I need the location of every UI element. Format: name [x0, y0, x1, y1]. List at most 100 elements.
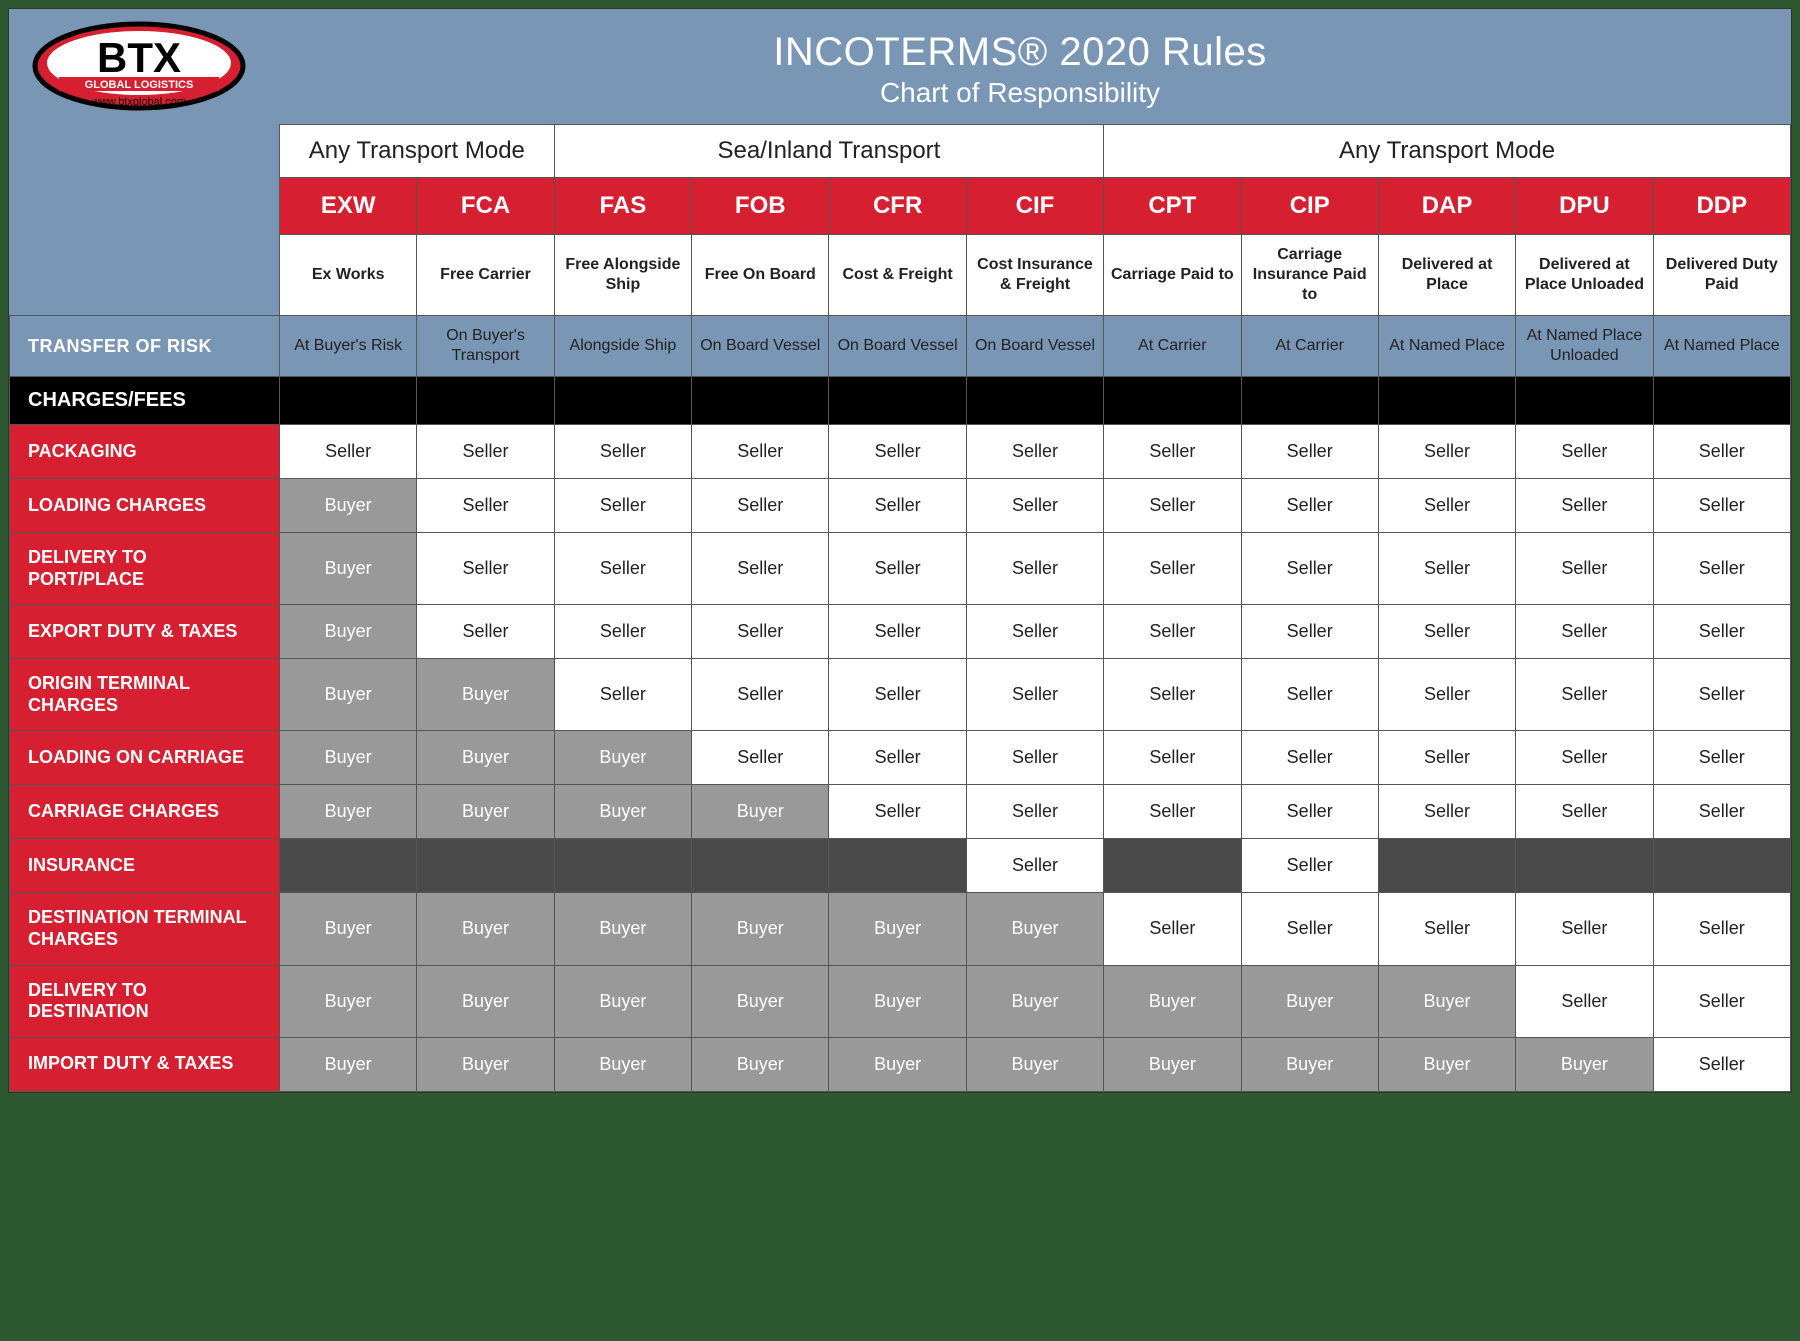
responsibility-cell: Buyer — [1104, 965, 1241, 1037]
risk-cell: At Carrier — [1241, 316, 1378, 377]
term-code: CIP — [1241, 178, 1378, 235]
responsibility-cell: Seller — [966, 659, 1103, 731]
corner-cell — [10, 125, 280, 316]
responsibility-cell: Buyer — [692, 965, 829, 1037]
charge-row-label: PACKAGING — [10, 425, 280, 479]
responsibility-cell: Seller — [280, 425, 417, 479]
responsibility-cell: Buyer — [280, 1037, 417, 1091]
responsibility-cell: Buyer — [280, 965, 417, 1037]
responsibility-cell: Buyer — [280, 659, 417, 731]
responsibility-cell: Buyer — [417, 965, 554, 1037]
responsibility-cell: Seller — [966, 731, 1103, 785]
responsibility-cell: Seller — [1241, 785, 1378, 839]
responsibility-cell: Seller — [1653, 533, 1790, 605]
term-description: Cost & Freight — [829, 235, 966, 316]
responsibility-cell: Buyer — [966, 965, 1103, 1037]
responsibility-cell: Buyer — [1378, 965, 1515, 1037]
responsibility-cell: Seller — [1378, 605, 1515, 659]
charge-row-label: LOADING CHARGES — [10, 479, 280, 533]
responsibility-cell: Buyer — [1104, 1037, 1241, 1091]
responsibility-cell: Seller — [1104, 605, 1241, 659]
responsibility-cell: Seller — [829, 605, 966, 659]
responsibility-cell: Seller — [829, 533, 966, 605]
risk-cell: At Buyer's Risk — [280, 316, 417, 377]
responsibility-cell: Buyer — [554, 731, 691, 785]
responsibility-cell: Seller — [1378, 479, 1515, 533]
responsibility-cell: Seller — [554, 479, 691, 533]
responsibility-cell: Seller — [692, 605, 829, 659]
responsibility-cell: Buyer — [280, 731, 417, 785]
responsibility-cell: Buyer — [554, 785, 691, 839]
incoterms-chart: BTX GLOBAL LOGISTICS www.btxglobal.com I… — [8, 8, 1792, 1093]
responsibility-cell: Seller — [1378, 785, 1515, 839]
responsibility-cell: Seller — [1653, 659, 1790, 731]
logo-main-text: BTX — [97, 34, 181, 81]
responsibility-cell: Seller — [966, 785, 1103, 839]
group-header: Any Transport Mode — [1104, 125, 1791, 178]
responsibility-cell: Buyer — [417, 659, 554, 731]
risk-cell: On Board Vessel — [966, 316, 1103, 377]
responsibility-cell: Seller — [1378, 425, 1515, 479]
responsibility-cell — [1653, 839, 1790, 893]
responsibility-cell: Seller — [1653, 731, 1790, 785]
responsibility-cell: Seller — [1378, 893, 1515, 965]
term-code: FOB — [692, 178, 829, 235]
responsibility-cell: Seller — [1104, 425, 1241, 479]
responsibility-cell: Buyer — [280, 533, 417, 605]
charge-row-label: DELIVERY TO PORT/PLACE — [10, 533, 280, 605]
responsibility-cell: Seller — [1241, 731, 1378, 785]
responsibility-cell — [829, 839, 966, 893]
term-code: DPU — [1516, 178, 1653, 235]
term-description: Delivered Duty Paid — [1653, 235, 1790, 316]
responsibility-cell: Seller — [554, 425, 691, 479]
responsibility-cell: Seller — [829, 479, 966, 533]
term-code: DAP — [1378, 178, 1515, 235]
responsibility-cell: Seller — [417, 533, 554, 605]
risk-cell: At Carrier — [1104, 316, 1241, 377]
responsibility-cell: Buyer — [280, 893, 417, 965]
responsibility-cell: Seller — [1653, 479, 1790, 533]
transfer-of-risk-label: TRANSFER OF RISK — [10, 316, 280, 377]
btx-logo-icon: BTX GLOBAL LOGISTICS www.btxglobal.com — [29, 19, 249, 114]
responsibility-cell: Seller — [1653, 785, 1790, 839]
responsibility-cell: Buyer — [280, 605, 417, 659]
charges-fees-header: CHARGES/FEES — [10, 377, 280, 425]
responsibility-cell: Seller — [1516, 785, 1653, 839]
group-header: Sea/Inland Transport — [554, 125, 1103, 178]
responsibility-cell: Buyer — [829, 1037, 966, 1091]
charge-row-label: IMPORT DUTY & TAXES — [10, 1037, 280, 1091]
responsibility-cell — [417, 839, 554, 893]
responsibility-cell: Seller — [829, 785, 966, 839]
term-description: Ex Works — [280, 235, 417, 316]
responsibility-cell: Seller — [554, 533, 691, 605]
responsibility-cell: Seller — [966, 605, 1103, 659]
responsibility-cell: Seller — [1516, 479, 1653, 533]
charge-row-label: LOADING ON CARRIAGE — [10, 731, 280, 785]
chart-header: BTX GLOBAL LOGISTICS www.btxglobal.com I… — [9, 9, 1791, 124]
responsibility-cell: Buyer — [417, 785, 554, 839]
responsibility-cell: Seller — [1516, 659, 1653, 731]
risk-cell: At Named Place — [1378, 316, 1515, 377]
responsibility-cell: Seller — [1241, 605, 1378, 659]
responsibility-cell: Seller — [1241, 659, 1378, 731]
chart-subtitle: Chart of Responsibility — [269, 77, 1771, 109]
responsibility-cell: Seller — [1241, 839, 1378, 893]
logo-container: BTX GLOBAL LOGISTICS www.btxglobal.com — [29, 19, 269, 119]
responsibility-cell: Buyer — [829, 893, 966, 965]
responsibility-cell: Buyer — [966, 893, 1103, 965]
charge-row-label: ORIGIN TERMINAL CHARGES — [10, 659, 280, 731]
risk-cell: At Named Place Unloaded — [1516, 316, 1653, 377]
term-description: Free On Board — [692, 235, 829, 316]
responsibility-cell: Buyer — [1516, 1037, 1653, 1091]
charge-row-label: DESTINATION TERMINAL CHARGES — [10, 893, 280, 965]
responsibility-cell: Buyer — [1378, 1037, 1515, 1091]
responsibility-cell: Buyer — [1241, 965, 1378, 1037]
responsibility-cell: Seller — [554, 605, 691, 659]
responsibility-cell: Seller — [1241, 533, 1378, 605]
charge-row-label: INSURANCE — [10, 839, 280, 893]
responsibility-cell: Seller — [1653, 1037, 1790, 1091]
term-description: Cost Insurance & Freight — [966, 235, 1103, 316]
responsibility-cell: Seller — [692, 731, 829, 785]
responsibility-cell: Seller — [1653, 605, 1790, 659]
responsibility-cell: Seller — [1241, 479, 1378, 533]
